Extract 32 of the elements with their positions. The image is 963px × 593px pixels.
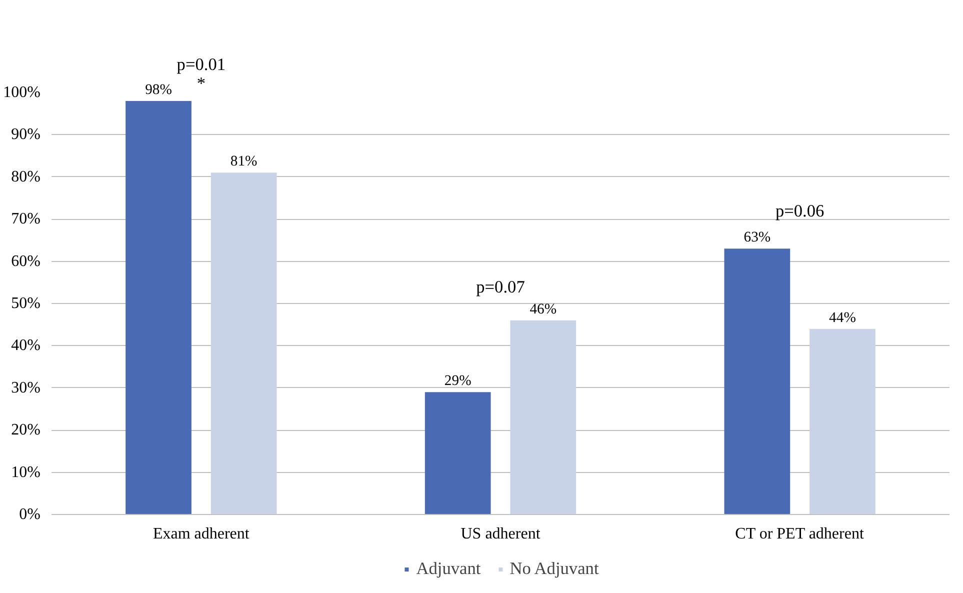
y-tick-label: 100% (3, 84, 40, 101)
bar (724, 248, 790, 514)
legend-label: Adjuvant (416, 559, 481, 579)
bar (424, 392, 491, 514)
text: 63% (744, 230, 771, 246)
annotation: p=0.07 (476, 277, 526, 296)
y-tick-label: 20% (11, 422, 40, 439)
x-tick-label: US adherent (460, 526, 541, 542)
bar (810, 328, 876, 514)
y-tick-label: 50% (11, 295, 40, 312)
x-tick-label: Exam adherent (152, 526, 250, 542)
text: 98% (145, 82, 172, 98)
y-tick-label: 70% (11, 210, 40, 228)
y-tick-label: 0% (19, 506, 40, 523)
legend-label: No Adjuvant (510, 559, 599, 579)
y-tick-label: 30% (11, 379, 40, 396)
text: 29% (444, 373, 472, 390)
x-tick-label: CT or PET adherent (735, 526, 864, 542)
y-tick-label: 90% (11, 126, 40, 144)
text: 81% (230, 154, 258, 170)
text: p=0.01 (176, 54, 226, 74)
bar (210, 172, 277, 514)
annotation: p=0.06 (775, 202, 825, 221)
y-tick-label: 10% (11, 464, 40, 481)
bar (126, 100, 192, 514)
bar (510, 320, 576, 514)
y-tick-label: 40% (11, 337, 40, 354)
y-tick-label: 60% (11, 252, 40, 270)
text: 44% (829, 310, 856, 326)
y-tick-label: 80% (11, 168, 40, 186)
annotation: * (196, 74, 206, 93)
text: 46% (530, 301, 557, 318)
